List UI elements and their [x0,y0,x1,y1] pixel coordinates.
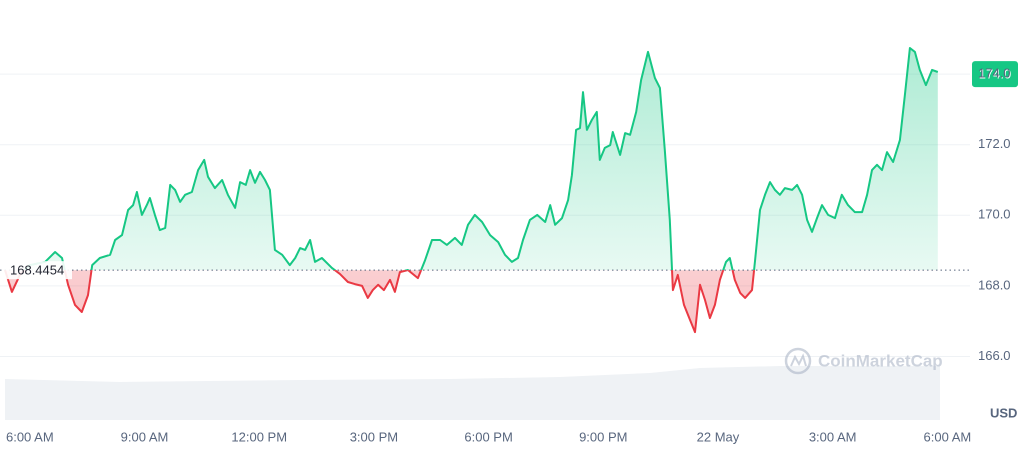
last-price-label: 174.0 [979,67,1012,82]
last-price-box [972,61,1018,88]
area-up [5,48,938,271]
x-tick-label: 3:00 PM [350,429,398,444]
volume-area [5,366,940,420]
x-tick-label: 9:00 AM [121,429,169,444]
currency-label: USD [990,405,1017,420]
watermark: CoinMarketCap [784,347,943,375]
plot: 168.4454 174.0 [0,47,1018,334]
x-tick-label: 3:00 AM [809,429,857,444]
x-tick-label: 6:00 AM [6,429,54,444]
x-tick-label: 9:00 PM [579,429,627,444]
price-line [4,47,939,271]
area-down [5,270,755,333]
baseline-label-bg [4,261,72,280]
baseline-label: 168.4454 [10,263,64,278]
y-tick-label: 166.0 [978,348,1011,363]
y-tick-label: 170.0 [978,207,1011,222]
x-tick-label: 12:00 PM [231,429,287,444]
y-tick-label: 174.0 [978,66,1011,81]
x-tick-label: 22 May [697,429,740,444]
x-tick-label: 6:00 AM [924,429,972,444]
watermark-text: CoinMarketCap [818,351,943,370]
y-tick-label: 168.0 [978,277,1011,292]
x-tick-label: 6:00 PM [464,429,512,444]
y-tick-label: 172.0 [978,136,1011,151]
